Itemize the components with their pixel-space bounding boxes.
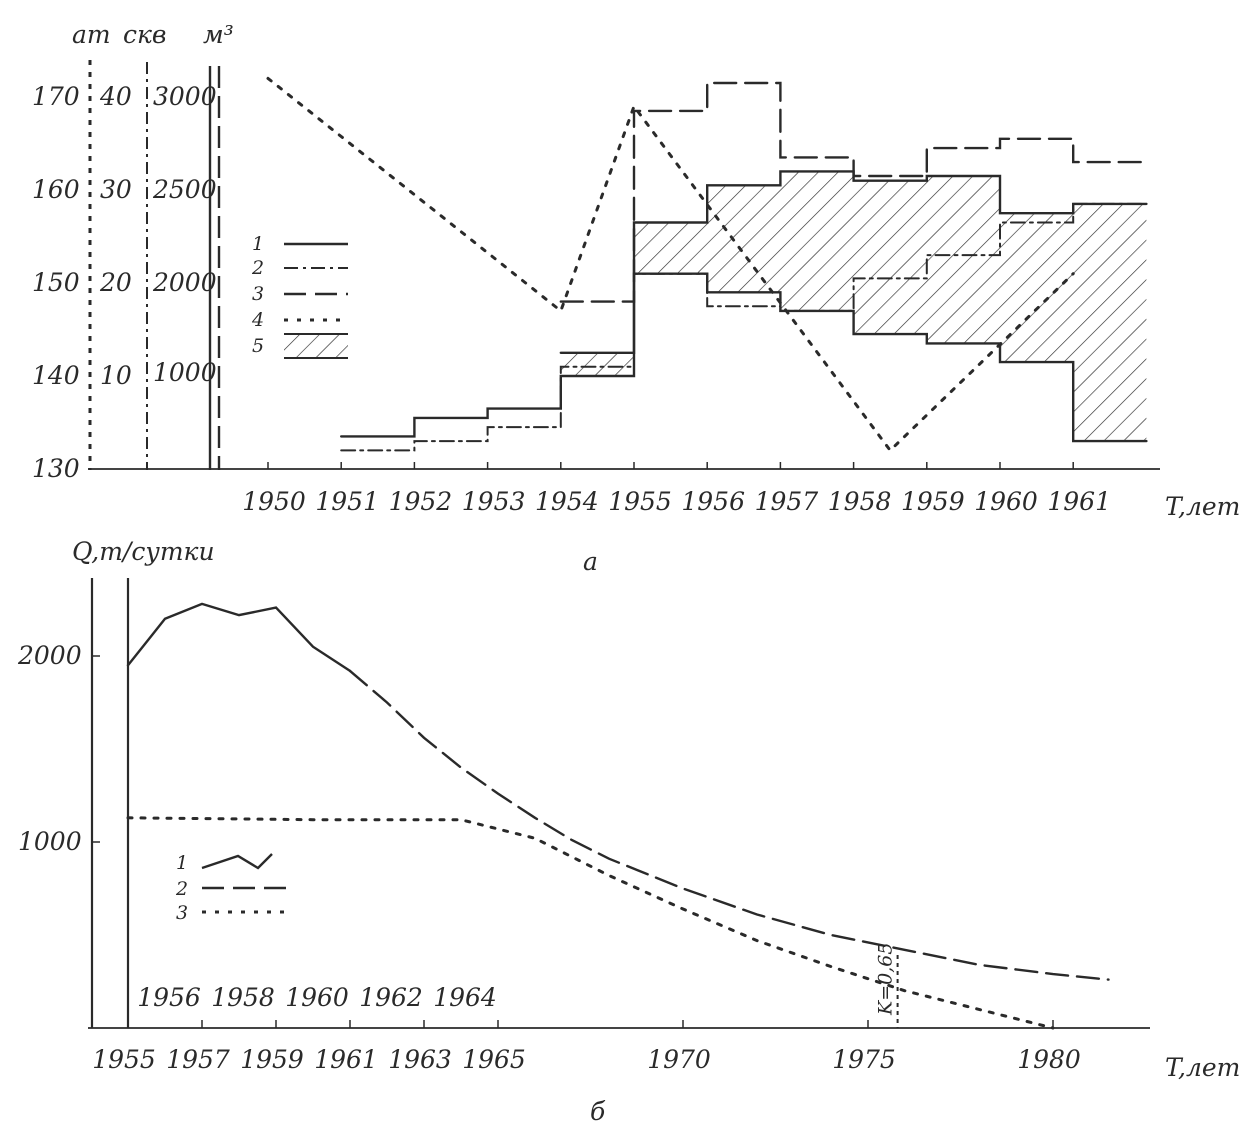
- legend-swatch-5: [284, 334, 348, 358]
- x-tick-label: 1958: [828, 487, 892, 516]
- legend-label: 5: [252, 335, 264, 357]
- y-tick-label: 160: [32, 175, 80, 204]
- y-tick-label: 2500: [152, 175, 217, 204]
- axis-unit-label: м³: [203, 20, 234, 49]
- y-axis-label: Q,т/сутки: [72, 537, 215, 566]
- legend-label: 1: [176, 852, 188, 874]
- x-tick-label: 1963: [388, 1045, 452, 1074]
- axis-unit-label: скв: [123, 20, 166, 49]
- chart-a: ат скв м³130140150160170102030401000200025…: [32, 20, 1240, 576]
- x-tick-label: 1959: [240, 1045, 304, 1074]
- series-line-2: [340, 202, 1148, 452]
- series-line-3: [559, 81, 1148, 303]
- y-tick-label: 2000: [152, 268, 217, 297]
- x-tick-label: 1952: [389, 487, 453, 516]
- y-tick-label: 3000: [153, 82, 217, 111]
- panel-caption: б: [590, 1097, 606, 1126]
- legend-label: 3: [252, 283, 264, 305]
- x-tick-label: 1980: [1017, 1045, 1081, 1074]
- x-tick-label: 1951: [315, 487, 379, 516]
- x-tick-label: 1954: [535, 487, 599, 516]
- x-tick-label: 1950: [242, 487, 306, 516]
- series-line-4: [266, 76, 1075, 453]
- legend-label: 1: [252, 233, 264, 255]
- x-tick-label: 1956: [681, 487, 745, 516]
- panel-caption: а: [583, 547, 598, 576]
- y-tick-label: 2000: [17, 641, 82, 670]
- x-tick-label-upper: 1956: [137, 983, 201, 1012]
- y-tick-label: 140: [32, 361, 80, 390]
- x-tick-label: 1975: [832, 1045, 896, 1074]
- y-tick-label: 170: [32, 82, 80, 111]
- y-tick-label: 1000: [153, 358, 217, 387]
- series-line-5: [559, 170, 1148, 354]
- x-tick-label: 1955: [608, 487, 672, 516]
- x-tick-label: 1955: [92, 1045, 156, 1074]
- x-tick-label: 1957: [755, 487, 819, 516]
- x-tick-label: 1961: [314, 1045, 378, 1074]
- x-tick-label: 1959: [901, 487, 965, 516]
- x-tick-label: 1957: [166, 1045, 230, 1074]
- x-tick-label: 1970: [647, 1045, 711, 1074]
- y-tick-label: 150: [32, 268, 80, 297]
- y-tick-label: 130: [32, 454, 80, 483]
- series-line-2: [348, 669, 1110, 981]
- y-tick-label: 1000: [18, 827, 82, 856]
- x-tick-label-upper: 1960: [285, 983, 349, 1012]
- x-tick-label-upper: 1964: [433, 983, 497, 1012]
- x-tick-label: 1965: [462, 1045, 526, 1074]
- legend-label: 2: [251, 257, 264, 279]
- x-tick-label-upper: 1962: [359, 983, 423, 1012]
- legend-label: 2: [175, 878, 188, 900]
- series-line-1: [126, 602, 352, 673]
- legend-label: 4: [251, 309, 264, 331]
- y-tick-label: 10: [100, 361, 132, 390]
- axis-unit-label: ат: [72, 20, 111, 49]
- x-tick-label: 1961: [1047, 487, 1111, 516]
- x-axis-label: T,лет: [1165, 1053, 1240, 1082]
- legend-swatch-1: [201, 853, 273, 870]
- legend-label: 3: [176, 902, 188, 924]
- annotation-label: K=0,65: [875, 943, 897, 1016]
- x-tick-label: 1960: [974, 487, 1038, 516]
- y-tick-label: 30: [100, 175, 132, 204]
- series-line-3: [126, 816, 1055, 1030]
- x-tick-label: 1953: [462, 487, 526, 516]
- y-tick-label: 20: [99, 268, 132, 297]
- y-tick-label: 40: [99, 82, 132, 111]
- x-axis-label: T,лет: [1165, 492, 1240, 521]
- chart-b: 1000 2000 Q,т/сутки 1955 1957 1959 1961 1963 196…: [17, 537, 1240, 1126]
- series-line-1: [340, 272, 1148, 443]
- x-tick-label-upper: 1958: [211, 983, 275, 1012]
